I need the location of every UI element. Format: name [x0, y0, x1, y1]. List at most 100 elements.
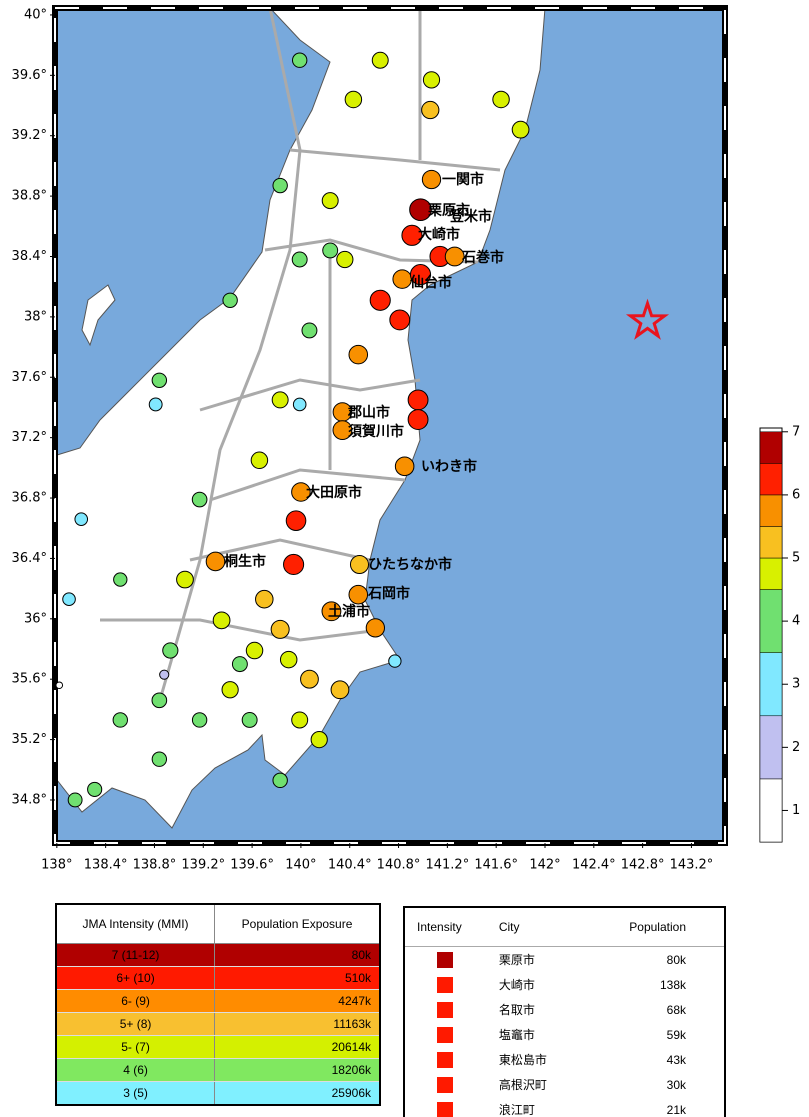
- colorbar-segment: [759, 463, 783, 496]
- station: [336, 250, 354, 269]
- city: 塩竈市: [498, 1028, 535, 1042]
- station: [394, 456, 415, 477]
- city: 浪江町: [498, 1103, 535, 1117]
- station: [231, 656, 248, 673]
- station: [389, 309, 411, 331]
- station: [271, 391, 289, 409]
- y-tick-label: 36.8°: [12, 491, 47, 506]
- station: [310, 730, 328, 749]
- y-tick-label: 39.2°: [12, 128, 47, 143]
- population: 80k: [666, 952, 686, 967]
- population: 25906k: [214, 1081, 381, 1106]
- city-label: 桐生市: [224, 553, 266, 570]
- city: 名取市: [498, 1003, 535, 1017]
- frame-pattern: [54, 7, 726, 844]
- borders: [100, 7, 501, 701]
- intensity-level: 7 (11-12): [56, 943, 216, 967]
- city-table: Intensity City Population 栗原市 80k 大崎市 138k 名…: [403, 906, 726, 1117]
- x-tick-label: 139.2°: [181, 858, 225, 873]
- header: JMA Intensity (MMI): [56, 904, 216, 944]
- colorbar-label: 5: [792, 551, 800, 566]
- station: [283, 553, 305, 576]
- city-label: 大崎市: [418, 226, 460, 243]
- city-label: 須賀川市: [347, 423, 404, 440]
- station: [392, 269, 412, 289]
- station: [162, 642, 179, 659]
- station: [332, 420, 353, 441]
- population: 4247k: [214, 989, 381, 1013]
- row: 名取市 68k: [404, 997, 725, 1022]
- city-label: いわき市: [421, 458, 477, 475]
- station: [55, 681, 64, 690]
- population: 11163k: [214, 1012, 381, 1036]
- x-tick-label: 140.8°: [377, 858, 421, 873]
- swatch: [437, 1051, 453, 1068]
- city-label: 仙台市: [410, 274, 452, 291]
- swatch: [437, 951, 453, 968]
- y-tick-label: 35.6°: [12, 672, 47, 687]
- city: 高根沢町: [498, 1078, 547, 1092]
- intensity-level: 6+ (10): [56, 966, 216, 990]
- station: [205, 551, 226, 572]
- x-tick-label: 138.8°: [133, 858, 177, 873]
- station: [241, 712, 258, 728]
- row: 塩竈市 59k: [404, 1022, 725, 1047]
- station: [270, 619, 290, 639]
- station: [407, 409, 429, 430]
- colorbar-label: 7: [792, 424, 800, 439]
- intensity-swatch: [404, 1047, 487, 1072]
- city-label: 土浦市: [328, 603, 370, 620]
- intensity-level: 4 (6): [56, 1058, 216, 1082]
- population: 80k: [214, 943, 381, 967]
- population: 68k: [666, 1002, 686, 1017]
- station: [492, 90, 510, 109]
- station: [245, 641, 264, 660]
- row: 3 (5) 25906k: [56, 1081, 381, 1106]
- row: 5- (7) 20614k: [56, 1035, 381, 1059]
- station: [321, 601, 342, 622]
- y-tick-label: 38°: [24, 309, 47, 324]
- station: [300, 669, 319, 689]
- swatch: [437, 1001, 453, 1018]
- intensity-swatch: [404, 1022, 487, 1047]
- y-tick-label: 36°: [24, 611, 47, 626]
- station: [222, 292, 238, 308]
- station: [421, 169, 442, 190]
- station: [330, 680, 350, 700]
- colorbar-label: 4: [792, 614, 800, 629]
- row: 栗原市 80k: [404, 947, 725, 973]
- station: [365, 618, 386, 638]
- station: [409, 198, 432, 222]
- station: [159, 669, 170, 680]
- epicenter: [625, 298, 670, 340]
- station: [511, 120, 530, 139]
- y-tick-label: 37.6°: [12, 370, 47, 385]
- station: [221, 681, 239, 699]
- population: 43k: [666, 1052, 686, 1067]
- header: City: [486, 907, 573, 947]
- row: 7 (11-12) 80k: [56, 943, 381, 967]
- station: [407, 389, 429, 411]
- colorbar-segment: [759, 715, 783, 780]
- swatch: [437, 1026, 453, 1043]
- population: 20614k: [214, 1035, 381, 1059]
- x-tick-label: 138°: [41, 858, 72, 873]
- x-tick-label: 143.2°: [670, 858, 714, 873]
- city-label: 石岡市: [367, 585, 410, 602]
- station: [421, 100, 440, 120]
- station: [344, 90, 363, 109]
- population: 21k: [666, 1102, 686, 1117]
- x-tick-label: 142.4°: [572, 858, 616, 873]
- x-tick-label: 139.6°: [230, 858, 274, 873]
- station: [401, 224, 423, 246]
- y-tick-label: 40°: [24, 7, 47, 22]
- colorbar-segment: [759, 778, 783, 843]
- x-tick-label: 138.4°: [84, 858, 128, 873]
- city: 栗原市: [498, 953, 535, 967]
- city-label: 一関市: [442, 171, 484, 188]
- row: 高根沢町 30k: [404, 1072, 725, 1097]
- island: [81, 284, 116, 347]
- station: [113, 572, 128, 587]
- population: 59k: [666, 1027, 686, 1042]
- intensity-swatch: [404, 997, 487, 1022]
